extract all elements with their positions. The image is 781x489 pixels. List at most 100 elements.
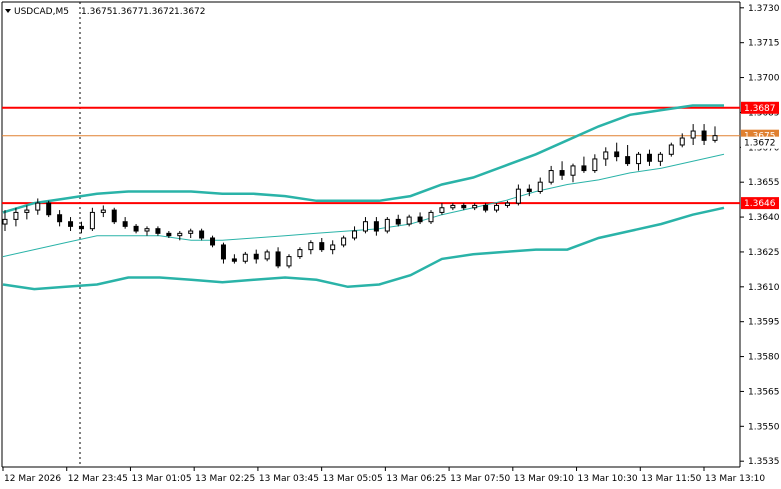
candle-body (559, 170, 565, 176)
candle (210, 235, 216, 248)
x-tick-label: 13 Mar 07:50 (450, 474, 510, 484)
candle (581, 156, 587, 173)
candle-body (668, 144, 674, 155)
x-tick-label: 12 Mar 23:45 (68, 474, 128, 484)
candle (646, 149, 652, 166)
candle-body (548, 170, 554, 183)
candle-body (242, 253, 248, 262)
ohlc-low: 1.3672 (143, 7, 175, 17)
x-tick-label: 13 Mar 13:10 (705, 474, 765, 484)
price-label-box (741, 101, 779, 114)
y-tick-label: 1.3730 (748, 4, 780, 14)
candle (472, 203, 478, 211)
dropdown-triangle-icon[interactable] (5, 9, 11, 13)
candle-body (68, 221, 74, 227)
y-tick-label: 1.3550 (748, 422, 780, 432)
candle (668, 142, 674, 157)
candle (679, 133, 685, 148)
candle (483, 203, 489, 213)
candle-body (199, 230, 205, 239)
candle (373, 217, 379, 236)
x-tick-label: 13 Mar 01:05 (131, 474, 191, 484)
candle-body (100, 209, 106, 213)
lower-band-line (2, 206, 725, 291)
candle (417, 212, 423, 225)
candle-body (494, 204, 500, 211)
candle-body (570, 165, 576, 176)
candle (24, 205, 30, 220)
candle-body (330, 244, 336, 251)
candle-body (712, 135, 718, 141)
candle-body (275, 251, 281, 267)
candle (111, 207, 117, 225)
candle (35, 198, 41, 215)
candle-body (253, 253, 259, 260)
candle (428, 210, 434, 225)
levels-layer (2, 106, 740, 205)
y-tick-label: 1.3610 (748, 283, 780, 293)
candle (100, 205, 106, 218)
candle (625, 144, 631, 166)
candle-body (319, 242, 325, 251)
candle-body (384, 218, 390, 232)
candle-body (24, 209, 30, 213)
plot-frame (1, 1, 741, 468)
candle (603, 147, 609, 166)
candle (526, 184, 532, 197)
price-label-text: 1.3687 (744, 104, 776, 114)
candle (570, 163, 576, 183)
ohlc-close: 1.3672 (174, 7, 206, 17)
y-tick-label: 1.3700 (748, 74, 780, 84)
candle-body (144, 228, 150, 232)
candle-body (679, 137, 685, 146)
candle (13, 207, 19, 227)
candle (177, 231, 183, 241)
candle-body (89, 211, 95, 230)
candle (286, 254, 292, 269)
candles-layer (2, 124, 718, 269)
x-tick-label: 13 Mar 10:30 (578, 474, 638, 484)
candle (144, 226, 150, 236)
candle (592, 154, 598, 173)
candle (68, 217, 74, 232)
candle (330, 240, 336, 255)
candle (450, 203, 456, 211)
candle (133, 224, 139, 234)
candle (406, 214, 412, 227)
candle-body (483, 204, 489, 211)
candle-body (78, 225, 84, 230)
candle (275, 247, 281, 269)
y-tick-label: 1.3640 (748, 213, 780, 223)
candle-body (286, 256, 292, 267)
candle-body (188, 230, 194, 234)
candle (253, 249, 259, 264)
candle (362, 217, 368, 234)
candle-body (450, 204, 456, 209)
candle-body (122, 221, 128, 227)
candle-body (373, 221, 379, 232)
price-label-text: 1.3672 (744, 139, 776, 149)
candle-body (646, 153, 652, 162)
x-tick-label: 13 Mar 05:05 (323, 474, 383, 484)
candle (78, 221, 84, 234)
candle (308, 240, 314, 255)
candle-body (614, 151, 620, 158)
candle-body (308, 242, 314, 251)
candle-body (111, 209, 117, 223)
candle-body (35, 202, 41, 211)
y-tick-label: 1.3595 (748, 318, 780, 328)
candle (537, 177, 543, 194)
candle-body (166, 232, 172, 237)
x-tick-label: 12 Mar 2026 (4, 474, 61, 484)
candle (504, 200, 510, 208)
candle-body (461, 204, 467, 209)
candle-body (537, 181, 543, 192)
x-tick-label: 13 Mar 02:25 (195, 474, 255, 484)
candle (439, 203, 445, 215)
candle (122, 217, 128, 229)
candle-body (395, 218, 401, 225)
candle (57, 210, 63, 227)
candle (166, 231, 172, 238)
